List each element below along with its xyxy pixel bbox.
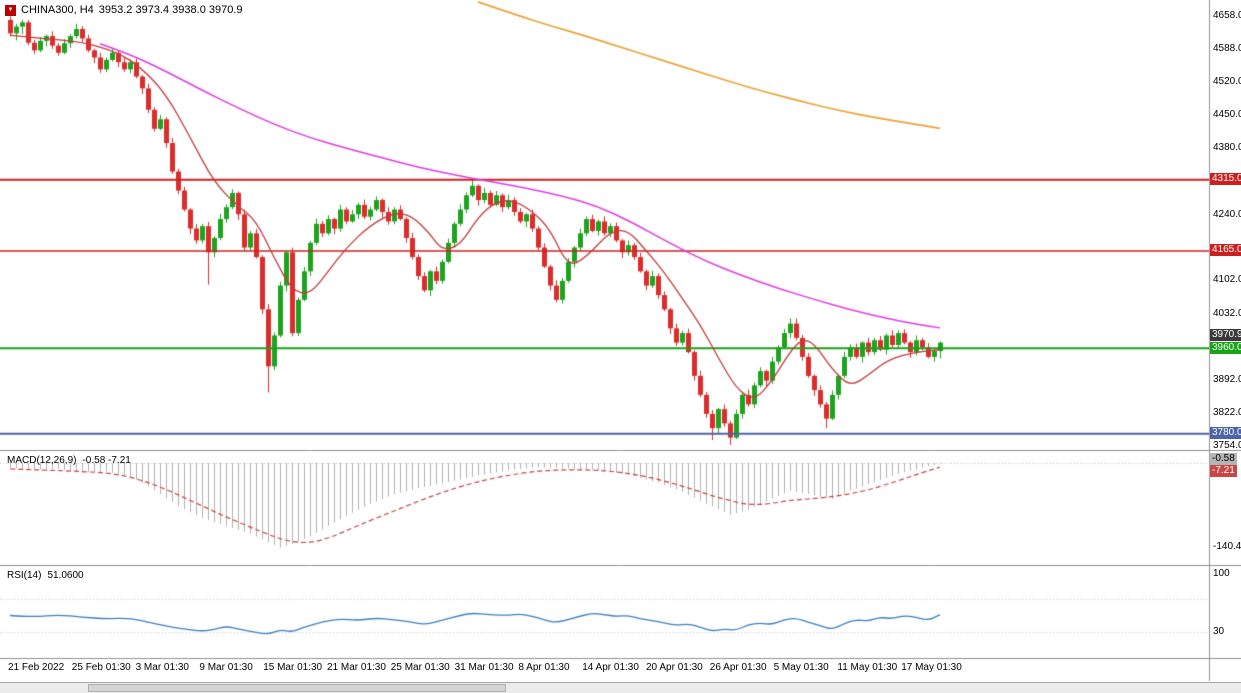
chart-ohlc-values: 3953.2 3973.4 3938.0 3970.9 <box>98 4 243 16</box>
macd-name: MACD(12,26,9) <box>7 455 77 466</box>
symbol-marker-icon[interactable]: ▼ <box>5 4 16 16</box>
chart-header: ▼ CHINA300, H4 3953.2 3973.4 3938.0 3970… <box>5 4 243 16</box>
rsi-current-value: 51.0600 <box>47 570 84 581</box>
rsi-indicator-label: RSI(14) 51.0600 <box>7 570 84 581</box>
macd-current-values: -0.58 -7.21 <box>82 455 131 466</box>
scrollbar-track[interactable] <box>0 682 1241 693</box>
rsi-name: RSI(14) <box>7 570 42 581</box>
chart-symbol-title: CHINA300, H4 <box>21 4 94 16</box>
macd-indicator-label: MACD(12,26,9) -0.58 -7.21 <box>7 455 131 466</box>
scrollbar-thumb[interactable] <box>88 684 506 692</box>
